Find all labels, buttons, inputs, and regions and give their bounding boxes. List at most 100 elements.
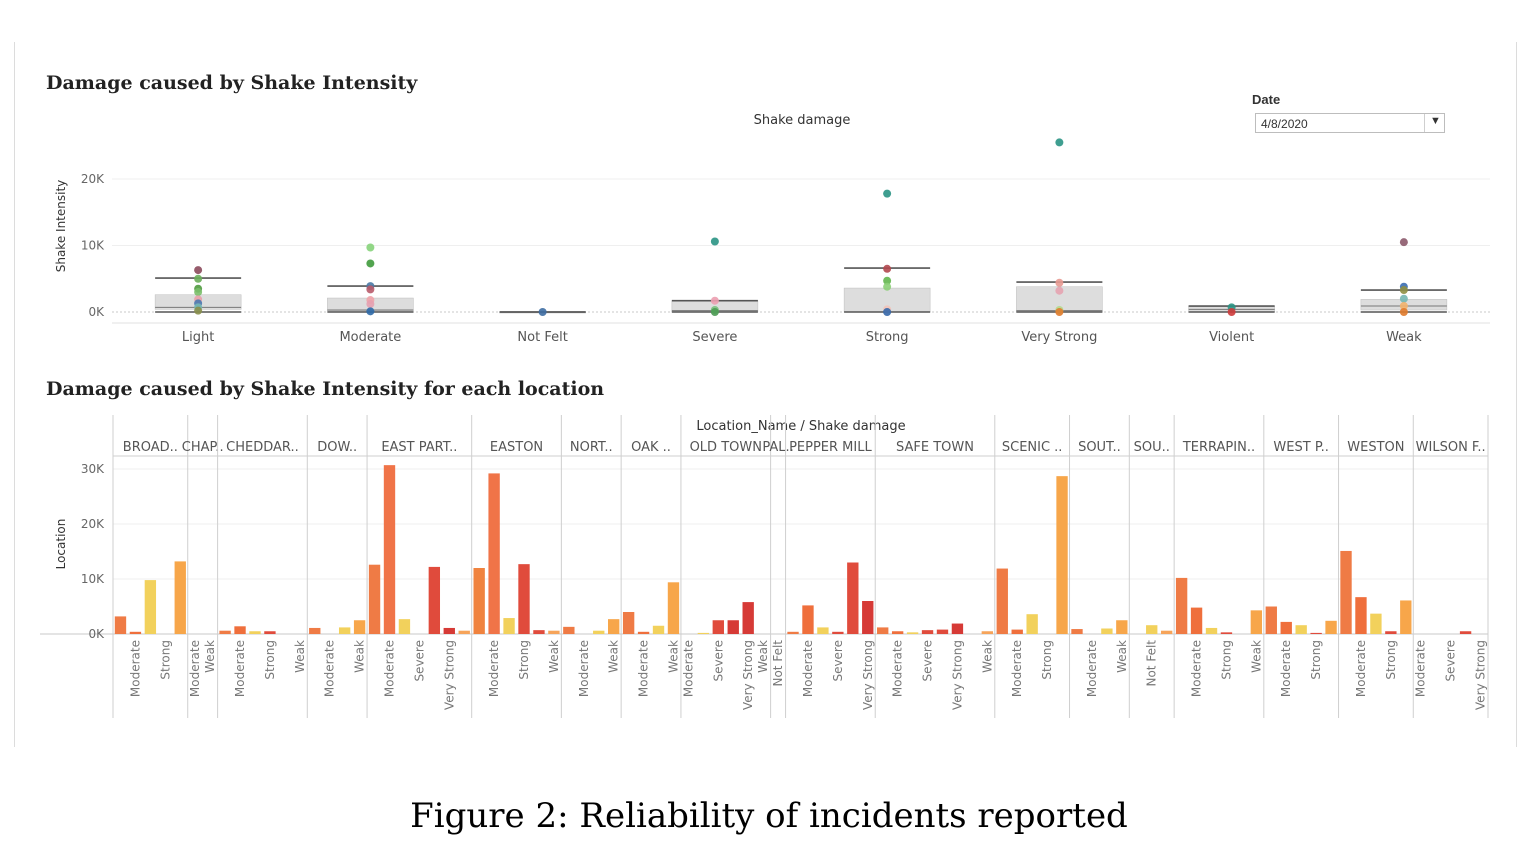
box-chart-y-tick-label: 10K [81,239,105,253]
bar [563,626,575,634]
bar [608,619,620,634]
bar-chart-x-tick-label: Weak [203,640,217,673]
bar-chart-x-tick-label: Not Felt [771,640,785,687]
bar [548,630,560,634]
scatter-point [366,259,375,268]
bar-chart-x-tick-label: Severe [412,640,426,682]
bar [1056,476,1068,634]
box-chart-x-tick-label: Weak [1386,330,1422,345]
bar-chart-x-tick-label: Moderate [891,640,905,697]
bar-chart-x-tick-label: Moderate [637,640,651,697]
bar-chart-x-tick-label: Very Strong [861,640,875,710]
bar-chart-x-tick-label: Weak [547,640,561,673]
bar-chart-x-tick-label: Weak [607,640,621,673]
bar [1370,613,1382,634]
bar-chart-x-tick-label: Weak [756,640,770,673]
bar [503,618,515,634]
bar-chart-x-tick-label: Moderate [128,640,142,697]
bar [1026,614,1038,634]
bar-chart-x-tick-label: Weak [1249,640,1263,673]
bar-chart-group-label: CHAP.. [182,440,224,455]
bar [891,631,904,634]
scatter-point [1055,308,1064,316]
bar [802,605,814,634]
bar [249,631,261,634]
bar-chart-x-tick-label: Strong [1219,640,1233,680]
bar-chart-x-tick-label: Strong [263,640,277,680]
bar [219,630,231,634]
bar-chart-x-tick-label: Strong [1309,640,1323,680]
scatter-point [883,276,892,285]
bar [727,620,739,634]
bar-chart-x-tick-label: Moderate [1010,640,1024,697]
bar-chart-x-tick-label: Moderate [233,640,247,697]
bar [1340,550,1352,634]
bar-chart-x-tick-label: Moderate [188,640,202,697]
bar-chart-x-tick-label: Moderate [1190,640,1204,697]
box-chart-x-tick-label: Not Felt [517,330,567,345]
box-chart-x-tick-label: Light [182,330,214,345]
box-chart-x-tick-label: Severe [692,330,737,345]
bar [129,631,142,634]
bar-chart-x-tick-label: Weak [1115,640,1129,673]
scatter-point [710,296,719,305]
bar-chart-x-tick-label: Moderate [681,640,695,697]
bar [1101,628,1113,634]
bar-chart-x-tick-label: Severe [831,640,845,682]
bar [1265,606,1277,634]
bar [697,632,710,634]
bar [921,630,934,634]
box-chart-title: Shake damage [754,113,851,128]
bar [593,630,605,634]
bar [234,626,246,634]
box-chart-x-tick-label: Very Strong [1021,330,1097,345]
bar-chart-group-label: SOUT.. [1078,440,1121,455]
scatter-point [1399,286,1408,295]
bar-chart-x-tick-label: Very Strong [442,640,456,710]
date-filter-dropdown[interactable]: 4/8/2020 ▼ [1255,113,1445,133]
bar-chart-x-tick-label: Moderate [1279,640,1293,697]
bar [1190,607,1203,634]
scatter-point [194,266,203,275]
bar [383,465,396,634]
scatter-point [1399,294,1408,303]
bar [1146,625,1158,634]
bar-chart-group-label: WEST P.. [1273,440,1328,455]
bar-chart-group-label: PEPPER MILL [789,440,872,455]
bar [1220,632,1233,634]
bar [114,616,127,634]
scatter-point [710,237,719,246]
bar [981,631,993,634]
scatter-point [538,308,547,316]
box-chart-section-title: Damage caused by Shake Intensity [46,72,418,94]
bar-chart-group-label: WILSON F.. [1416,440,1486,455]
bar-chart-group-label: OAK .. [631,440,671,455]
bar-chart-x-tick-label: Moderate [1085,640,1099,697]
bar-chart-x-tick-label: Moderate [1414,640,1428,697]
bar-chart-x-tick-label: Very Strong [1474,640,1488,710]
bar-chart-group-label: OLD TOWN [690,440,762,455]
bar [817,627,829,634]
figure-left-border [14,42,15,747]
scatter-point [1399,238,1408,247]
bar [1325,620,1337,634]
date-filter-divider [1424,114,1425,132]
bar-chart-group-label: TERRAPIN.. [1182,440,1255,455]
bar-chart-x-tick-label: Moderate [577,640,591,697]
bar [862,601,874,634]
bar [1071,629,1083,634]
bar [1116,620,1128,634]
chevron-down-icon[interactable]: ▼ [1430,115,1441,127]
bar [398,619,411,634]
bar [458,630,470,634]
bar-chart-section-title: Damage caused by Shake Intensity for eac… [46,378,605,400]
bar [144,580,157,634]
scatter-point [1055,138,1064,147]
scatter-point [1055,286,1064,295]
bar-chart-group-label: CHEDDAR.. [226,440,299,455]
bar [877,627,889,634]
bar [1385,631,1397,634]
bar [353,620,366,634]
box-chart-y-tick-label: 0K [88,305,105,319]
bar [832,631,844,634]
